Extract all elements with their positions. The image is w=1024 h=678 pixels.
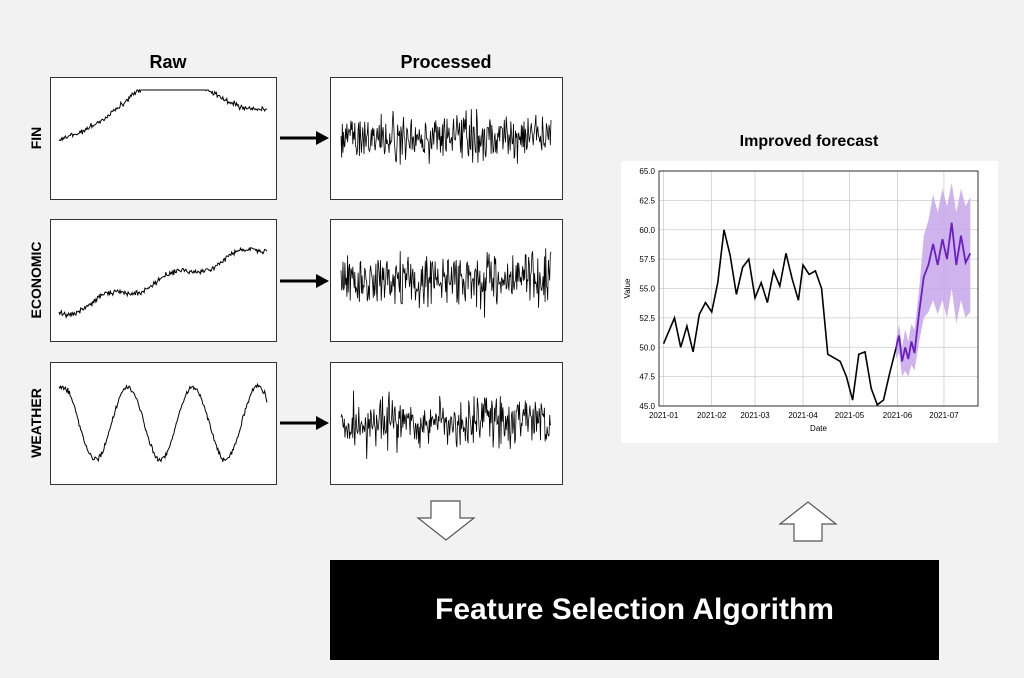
forecast-series-line [895, 222, 972, 362]
raw-signal-line [58, 382, 268, 463]
processed-signal-economic [340, 248, 552, 318]
y-tick-label: 50.0 [639, 343, 655, 352]
forecast-title: Improved forecast [739, 133, 879, 150]
raw-signal-economic [58, 246, 268, 319]
raw-signal-line [58, 88, 268, 142]
x-tick-label: 2021-03 [740, 411, 770, 420]
feature-selection-box: Feature Selection Algorithm [330, 560, 939, 660]
processed-panel-economic [330, 219, 563, 342]
processed-signal-weather [340, 390, 551, 460]
y-tick-label: 57.5 [639, 255, 655, 264]
y-axis-label: Value [623, 278, 632, 298]
feature-selection-label: Feature Selection Algorithm [435, 593, 834, 626]
arrow-down-icon [416, 500, 476, 541]
x-tick-label: 2021-05 [835, 411, 865, 420]
forecast-confidence-band [895, 182, 971, 377]
processed-signal-line [340, 248, 552, 318]
processed-signal-line [340, 390, 551, 460]
arrow-right-weather [280, 416, 329, 430]
arrow-up-icon [778, 501, 838, 542]
raw-signal-fin [58, 88, 268, 142]
x-tick-label: 2021-02 [697, 411, 727, 420]
arrow-right-economic [280, 274, 329, 288]
processed-panel-fin [330, 77, 563, 200]
raw-signal-weather [58, 382, 268, 463]
y-tick-label: 55.0 [639, 285, 655, 294]
processed-signal-line [340, 108, 552, 165]
y-tick-label: 60.0 [639, 226, 655, 235]
plot-frame [658, 170, 979, 407]
raw-panel-fin [50, 77, 277, 200]
raw-signal-line [58, 246, 268, 319]
processed-header: Processed [400, 52, 492, 72]
history-series-line [662, 229, 897, 407]
x-tick-label: 2021-04 [788, 411, 818, 420]
raw-header: Raw [149, 52, 187, 72]
y-tick-label: 65.0 [639, 167, 655, 176]
raw-panel-economic [50, 219, 277, 342]
raw-panel-weather [50, 362, 277, 485]
x-axis-label: Date [810, 424, 827, 433]
y-tick-label: 52.5 [639, 314, 655, 323]
y-tick-label: 62.5 [639, 196, 655, 205]
x-tick-label: 2021-07 [929, 411, 959, 420]
x-tick-label: 2021-01 [649, 411, 679, 420]
x-tick-label: 2021-06 [883, 411, 913, 420]
arrow-right-fin [280, 131, 329, 145]
processed-panel-weather [330, 362, 563, 485]
y-tick-label: 45.0 [639, 402, 655, 411]
processed-signal-fin [340, 108, 552, 165]
forecast-chart: 45.0 47.5 50.0 52.5 55.0 57.5 60.0 62.5 65.0 2021… [621, 161, 998, 443]
y-tick-label: 47.5 [639, 373, 655, 382]
